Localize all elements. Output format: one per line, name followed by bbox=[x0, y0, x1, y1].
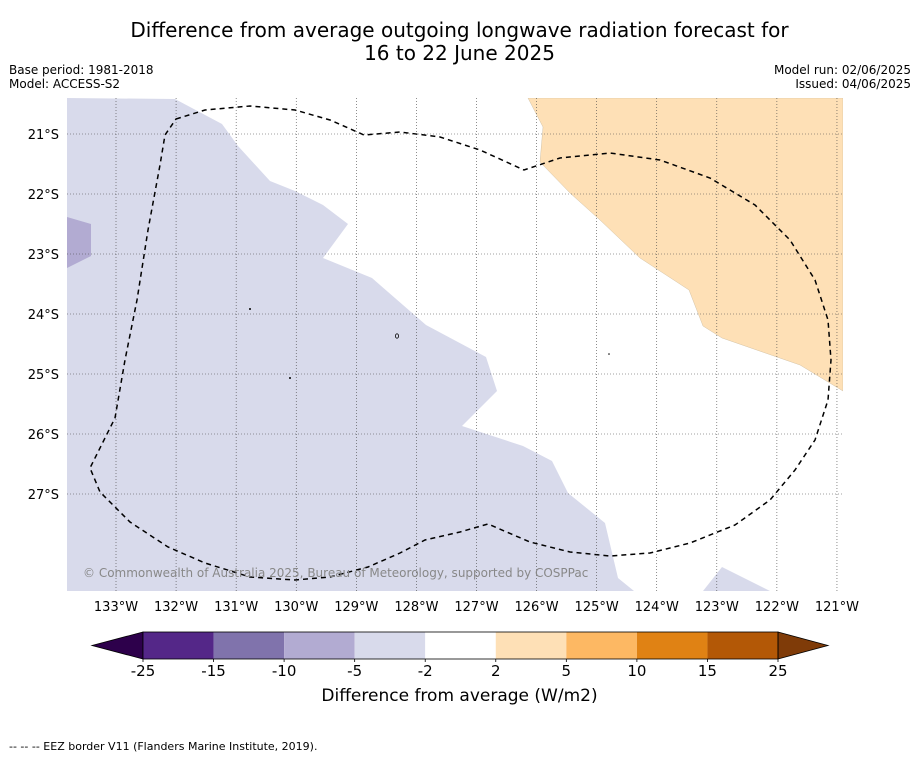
colorbar-tick-label: 5 bbox=[562, 662, 572, 680]
colorbar-extend-high bbox=[777, 631, 830, 660]
latitude-label: 24°S bbox=[28, 308, 59, 323]
colorbar-tick-label: 15 bbox=[698, 662, 717, 680]
meta-right: Model run: 02/06/2025 Issued: 04/06/2025 bbox=[774, 63, 911, 91]
island-marker bbox=[608, 353, 610, 355]
latitude-label: 25°S bbox=[28, 368, 59, 383]
longitude-label: 132°W bbox=[154, 600, 198, 615]
latitude-label: 22°S bbox=[28, 188, 59, 203]
longitude-label: 131°W bbox=[214, 600, 258, 615]
longitude-label: 127°W bbox=[454, 600, 498, 615]
colorbar-bin bbox=[425, 632, 496, 659]
colorbar-label: Difference from average (W/m2) bbox=[321, 686, 598, 706]
colorbar-frame bbox=[142, 631, 779, 660]
latitude-label: 26°S bbox=[28, 428, 59, 443]
model-name: Model: ACCESS-S2 bbox=[9, 77, 121, 91]
meta-left: Base period: 1981-2018 Model: ACCESS-S2 bbox=[9, 63, 154, 91]
longitude-label: 123°W bbox=[695, 600, 739, 615]
latitude-label: 21°S bbox=[28, 128, 59, 143]
colorbar-extend-low bbox=[90, 631, 144, 660]
colorbar-tick-label: -10 bbox=[272, 662, 297, 680]
longitude-label: 125°W bbox=[575, 600, 619, 615]
longitude-label: 133°W bbox=[94, 600, 138, 615]
issued-date: Issued: 04/06/2025 bbox=[795, 77, 911, 91]
latitude-labels: 21°S 22°S 23°S 24°S 25°S 26°S 27°S bbox=[28, 128, 59, 503]
island-marker bbox=[249, 308, 251, 310]
region-negative-medium bbox=[67, 217, 91, 268]
colorbar-tick-label: 10 bbox=[627, 662, 646, 680]
longitude-label: 122°W bbox=[755, 600, 799, 615]
colorbar-bin bbox=[354, 632, 426, 659]
region-negative-light bbox=[67, 98, 634, 591]
model-run: Model run: 02/06/2025 bbox=[773, 63, 911, 77]
gridlines bbox=[67, 98, 843, 591]
map-title: Difference from average outgoing longwav… bbox=[0, 19, 919, 65]
colorbar-tick-label: -5 bbox=[347, 662, 362, 680]
colorbar-bin bbox=[566, 632, 637, 659]
title-line-2: 16 to 22 June 2025 bbox=[364, 41, 555, 65]
colorbar: -25 -15 -10 -5 -2 2 5 10 15 25 bbox=[90, 631, 830, 680]
island-marker bbox=[289, 377, 291, 379]
latitude-label: 23°S bbox=[28, 248, 59, 263]
longitude-label: 126°W bbox=[514, 600, 558, 615]
colorbar-bin bbox=[213, 632, 285, 659]
colorbar-bin bbox=[636, 632, 708, 659]
longitude-label: 124°W bbox=[635, 600, 679, 615]
colorbar-tick-label: -25 bbox=[131, 662, 156, 680]
copyright-text: © Commonwealth of Australia 2025, Bureau… bbox=[83, 566, 588, 580]
longitude-label: 128°W bbox=[394, 600, 438, 615]
colorbar-tick-label: 25 bbox=[768, 662, 787, 680]
region-positive-light bbox=[527, 98, 843, 392]
region-negative-light-small bbox=[703, 567, 770, 591]
colorbar-bin bbox=[495, 632, 567, 659]
colorbar-bin bbox=[707, 632, 778, 659]
colorbar-tick-label: -15 bbox=[201, 662, 226, 680]
eez-legend-note: -- -- -- EEZ border V11 (Flanders Marine… bbox=[9, 740, 318, 753]
colorbar-bin bbox=[284, 632, 355, 659]
colorbar-tick-label: 2 bbox=[491, 662, 501, 680]
longitude-label: 129°W bbox=[334, 600, 378, 615]
longitude-label: 121°W bbox=[815, 600, 859, 615]
colorbar-bin bbox=[143, 632, 214, 659]
longitude-labels: 133°W 132°W 131°W 130°W 129°W 128°W 127°W 126°W… bbox=[94, 600, 859, 615]
map-area: © Commonwealth of Australia 2025, Bureau… bbox=[67, 98, 843, 591]
base-period: Base period: 1981-2018 bbox=[9, 63, 154, 77]
island-marker bbox=[394, 333, 399, 339]
title-line-1: Difference from average outgoing longwav… bbox=[130, 18, 789, 42]
latitude-label: 27°S bbox=[28, 488, 59, 503]
longitude-label: 130°W bbox=[274, 600, 318, 615]
colorbar-tick-label: -2 bbox=[418, 662, 433, 680]
